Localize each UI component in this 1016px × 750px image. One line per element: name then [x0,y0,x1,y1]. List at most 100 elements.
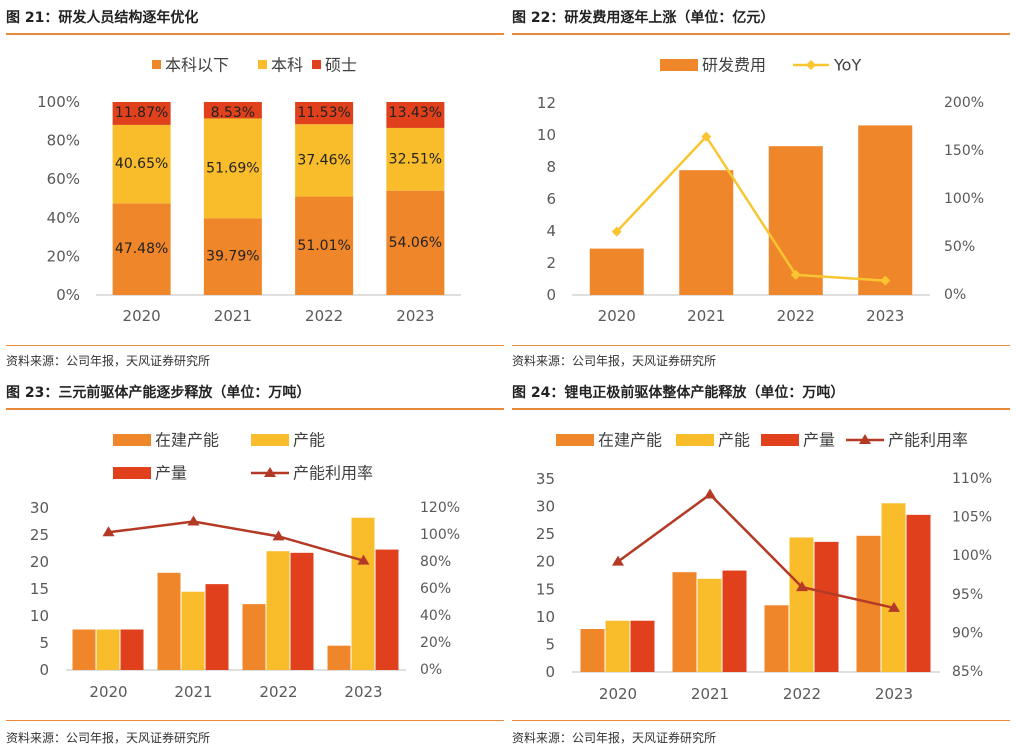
y-tick-label: 0 [545,663,555,681]
legend-label: 在建产能 [598,431,662,450]
bar-output [205,584,229,670]
y-tick-label: 5 [545,635,555,653]
x-tick-label: 2021 [214,307,252,325]
title-rule [6,33,504,35]
bar-segment [295,124,354,197]
utilization-marker [888,601,900,612]
y-tick-label: 20 [536,553,555,571]
x-tick-label: 2020 [598,307,636,325]
legend-label: YoY [833,56,861,75]
legend-swatch-本科 [258,60,267,69]
y2-tick-label: 100% [944,191,984,207]
y-tick-label: 10 [537,126,556,144]
y2-tick-label: 20% [420,635,451,651]
y-tick-label: 20% [47,247,80,265]
x-tick-label: 2022 [259,683,297,701]
title-rule [512,33,1010,35]
panel-ternary-capacity: 图 23：三元前驱体产能逐步释放（单位：万吨） 在建产能 产能 产量 产能利用率 0 5 1… [6,375,504,750]
legend-label: 产能 [718,431,750,450]
x-tick-label: 2021 [687,307,725,325]
bar-output [120,629,144,670]
data-label: 40.65% [115,156,168,172]
chart-rd-expense: 研发费用 YoY 0 2 4 6 8 10 12 0% 50% 100% 150% 200% 2020 202… [537,56,984,326]
y2-tick-label: 200% [944,95,984,111]
data-label: 13.43% [389,105,442,121]
y-tick-label: 80% [47,132,80,150]
y-tick-label: 6 [546,190,556,208]
y-tick-label: 15 [30,580,49,598]
bar-capacity [697,578,722,672]
chart-precursor-capacity: 在建产能 产能 产量 产能利用率 0 5 10 15 20 25 30 35 85% 90% 95% 100%… [536,431,992,704]
source-rule [512,345,1010,346]
bar-capacity [351,517,375,670]
legend-label: 在建产能 [155,431,219,450]
utilization-marker [272,530,285,541]
source-rule [512,720,1010,721]
legend-marker-utilization [859,434,871,444]
data-label: 8.53% [211,105,255,121]
y2-tick-label: 0% [420,662,442,678]
bar-output [290,552,314,670]
source-note: 资料来源：公司年报，天风证券研究所 [6,354,211,368]
bar-construction [327,645,351,670]
bar-construction [157,572,181,670]
panel-precursor-capacity: 图 24：锂电正极前驱体整体产能释放（单位：万吨） 在建产能 产能 产量 产能利用率 0… [512,375,1010,750]
legend-label: 硕士 [325,56,357,75]
bar-capacity [181,591,205,670]
legend-label: 产量 [803,431,835,450]
bar-output [630,620,655,672]
bar-capacity [96,629,120,670]
bar-segment [203,218,262,295]
bar-capacity [789,537,814,672]
legend-swatch-硕士 [312,60,321,69]
data-label: 39.79% [206,249,259,265]
yoy-line [615,134,886,282]
x-tick-label: 2022 [777,307,815,325]
x-tick-label: 2020 [599,685,637,703]
utilization-line [108,520,364,562]
utilization-marker [102,526,115,537]
legend-marker-yoy [806,60,816,70]
x-tick-label: 2022 [783,685,821,703]
x-tick-label: 2022 [305,307,343,325]
bar-segment [203,101,262,119]
source-rule [6,720,504,721]
source-note: 资料来源：公司年报，天风证券研究所 [512,731,717,745]
bar-output [722,570,747,672]
panel-title: 图 21：研发人员结构逐年优化 [6,10,199,26]
y2-tick-label: 150% [944,143,984,159]
legend-swatch-本科以下 [152,60,161,69]
x-tick-label: 2021 [691,685,729,703]
legend-label: 研发费用 [702,56,766,75]
y-tick-label: 2 [546,254,556,272]
bar-capacity [266,551,290,670]
y2-tick-label: 85% [952,664,983,680]
y-tick-label: 0% [56,286,80,304]
title-rule [512,408,1010,410]
bar-output [906,514,931,672]
bar [858,125,913,296]
data-label: 32.51% [389,151,442,167]
data-label: 47.48% [115,241,168,257]
y-tick-label: 30 [536,498,555,516]
legend-marker-utilization [264,467,276,477]
y2-tick-label: 0% [944,287,966,303]
y-tick-label: 8 [546,158,556,176]
utilization-marker [357,554,370,565]
legend-label: 产能利用率 [888,431,968,450]
yoy-marker [880,275,891,286]
y-tick-label: 20 [30,553,49,571]
y-tick-label: 4 [546,222,556,240]
y2-tick-label: 60% [420,581,451,597]
y-tick-label: 35 [536,470,555,488]
panel-title: 图 23：三元前驱体产能逐步释放（单位：万吨） [6,385,311,401]
yoy-marker [701,131,712,142]
x-tick-label: 2020 [123,307,161,325]
y2-tick-label: 120% [420,500,460,516]
y-tick-label: 25 [536,525,555,543]
bar-construction [764,605,789,672]
bar-construction [72,629,96,670]
x-tick-label: 2021 [174,683,212,701]
data-label: 51.69% [206,160,259,176]
